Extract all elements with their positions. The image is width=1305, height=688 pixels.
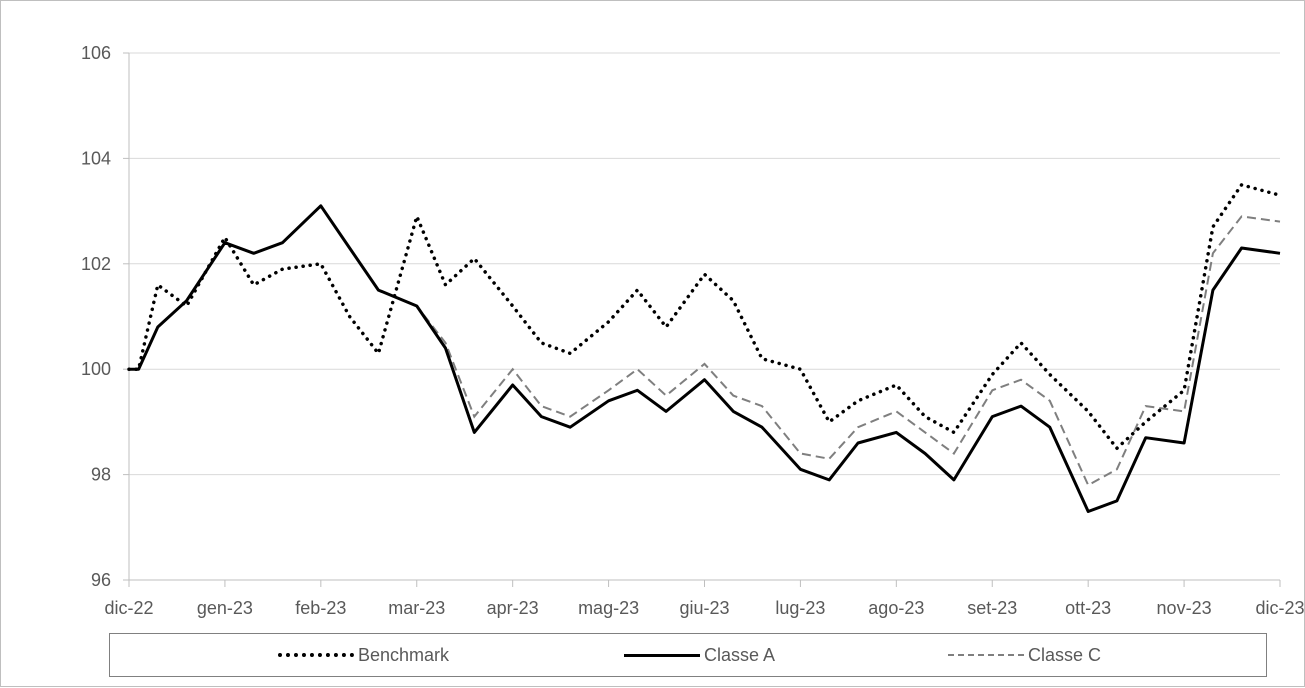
x-tick-label-dic-23: dic-23 xyxy=(1255,598,1304,618)
grid-lines xyxy=(129,52,1280,476)
x-tick-label-ott-23: ott-23 xyxy=(1065,598,1111,618)
legend-item-classe-c: Classe C xyxy=(948,634,1101,676)
x-tick-label-set-23: set-23 xyxy=(967,598,1017,618)
x-tick-label-mar-23: mar-23 xyxy=(388,598,445,618)
legend-swatch-classe-a xyxy=(624,653,700,657)
x-tick-label-apr-23: apr-23 xyxy=(487,598,539,618)
series-line-benchmark xyxy=(127,182,1282,451)
legend-label-classe-a: Classe A xyxy=(704,644,776,665)
x-tick-label-ago-23: ago-23 xyxy=(868,598,924,618)
legend: Benchmark Classe A Classe C xyxy=(109,633,1267,677)
legend-label-benchmark: Benchmark xyxy=(358,644,450,665)
x-tick-label-lug-23: lug-23 xyxy=(775,598,825,618)
tick-labels: 96 98 100 102 104 106 dic-22 gen-23 feb-23 mar-23… xyxy=(81,43,1305,618)
legend-item-classe-a: Classe A xyxy=(624,634,775,676)
y-tick-label-104: 104 xyxy=(81,148,111,168)
legend-item-benchmark: Benchmark xyxy=(278,634,449,676)
legend-label-classe-c: Classe C xyxy=(1028,644,1102,665)
x-tick-label-giu-23: giu-23 xyxy=(679,598,729,618)
y-tick-label-96: 96 xyxy=(91,570,111,590)
x-tick-label-feb-23: feb-23 xyxy=(295,598,346,618)
series-line-classe-a xyxy=(129,204,1281,513)
y-tick-label-100: 100 xyxy=(81,359,111,379)
x-tick-label-gen-23: gen-23 xyxy=(197,598,253,618)
x-tick-label-mag-23: mag-23 xyxy=(578,598,639,618)
legend-swatch-benchmark xyxy=(278,653,354,657)
x-tick-label-dic-22: dic-22 xyxy=(104,598,153,618)
y-tick-label-102: 102 xyxy=(81,254,111,274)
x-tick-label-nov-23: nov-23 xyxy=(1157,598,1212,618)
series-lines xyxy=(127,182,1282,513)
legend-swatch-classe-c xyxy=(948,654,1024,656)
y-tick-label-106: 106 xyxy=(81,43,111,63)
axes xyxy=(123,52,1281,587)
y-tick-label-98: 98 xyxy=(91,465,111,485)
series-line-classe-c xyxy=(129,204,1281,487)
